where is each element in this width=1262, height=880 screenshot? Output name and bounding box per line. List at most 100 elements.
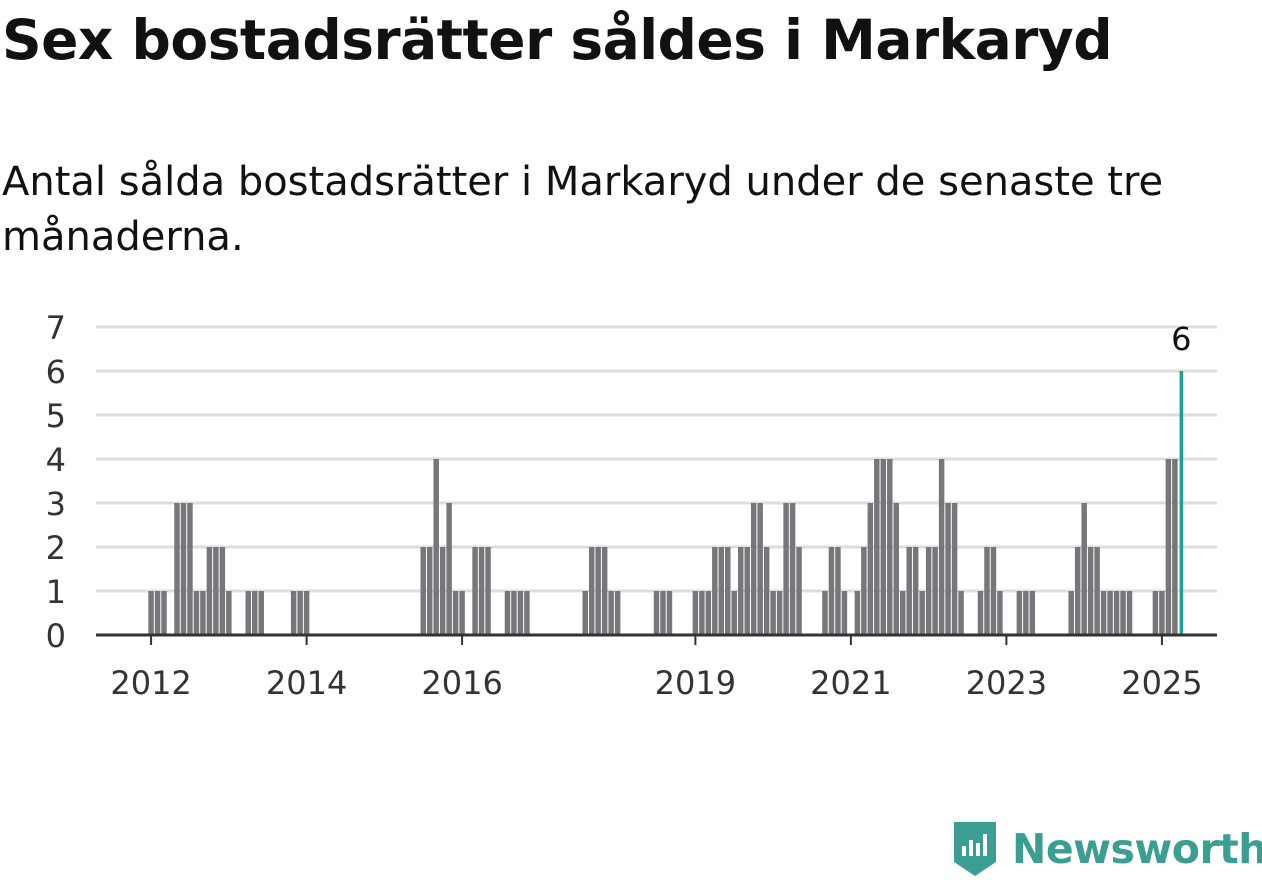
x-tick-label: 2023 [966,664,1047,702]
bar [511,591,517,635]
bar [919,591,925,635]
gridlines [96,325,1217,593]
bar [582,591,588,635]
bar [1100,591,1107,635]
bar [174,503,180,635]
bar [757,503,763,635]
bar [601,547,608,635]
bars [148,371,1184,635]
bar [252,591,258,635]
bar [517,591,524,635]
bar [1016,591,1023,635]
bar [478,547,485,635]
bar [699,591,705,635]
bar [297,591,303,635]
bar [1074,547,1081,635]
bar [828,547,835,635]
bar [446,503,452,635]
bar [245,591,252,635]
bar [899,591,906,635]
y-tick-label: 1 [46,573,66,611]
bar [997,591,1003,635]
bar [854,591,861,635]
bar [161,591,167,635]
bar [1172,459,1178,635]
bar [945,503,951,635]
bar [219,547,226,635]
bar [187,503,193,635]
bar [938,459,945,635]
bar [874,459,880,635]
y-tick-label: 2 [46,529,66,567]
y-tick-label: 6 [46,353,66,391]
bar [1165,459,1172,635]
bar [433,459,439,635]
y-axis-ticks: 0 1 2 3 4 5 6 7 [46,309,66,655]
bar-chart: 0 1 2 3 4 5 6 7 2012 2014 2016 2019 2021 2023 2025 6 [46,309,1217,702]
x-tick-label: 2016 [421,664,502,702]
bar [452,591,459,635]
bar [290,591,297,635]
bar [880,459,887,635]
bar [226,591,232,635]
bar [912,547,919,635]
bar [653,591,660,635]
y-tick-label: 3 [46,485,66,523]
data-label: 6 [1171,320,1191,358]
bar [750,503,757,635]
bar [958,591,964,635]
brand-name: Newsworthy [1012,825,1262,873]
bar [796,547,802,635]
bar [148,591,154,635]
x-tick-label: 2021 [810,664,891,702]
bar [841,591,848,635]
bar [887,459,893,635]
y-tick-label: 4 [46,441,66,479]
bar [180,503,187,635]
bar [984,547,990,635]
bar [614,591,621,635]
bar [1159,591,1165,635]
bar [485,547,491,635]
bar [1081,503,1087,635]
newsworthy-logo-icon [954,822,996,876]
x-tick-label: 2019 [655,664,736,702]
bar [1107,591,1113,635]
bar [867,503,874,635]
x-tick-label: 2014 [266,664,347,702]
bar [835,547,841,635]
bar [608,591,614,635]
bar [206,547,213,635]
bar [1126,591,1133,635]
bar [861,547,867,635]
bar [763,547,770,635]
bar [731,591,737,635]
bar [990,547,997,635]
bar [692,591,699,635]
bar [426,547,433,635]
bar [737,547,744,635]
bar [420,547,426,635]
bar [893,503,899,635]
x-axis-ticks: 2012 2014 2016 2019 2021 2023 2025 [110,635,1203,702]
chart-title: Sex bostadsrätter såldes i Markaryd [2,8,1113,72]
bar [524,591,530,635]
bar [595,547,601,635]
y-tick-label: 0 [46,617,66,655]
bar [213,547,219,635]
bar [1094,547,1100,635]
bar [660,591,666,635]
bar [303,591,310,635]
bar [977,591,984,635]
bar [200,591,206,635]
x-tick-label: 2025 [1121,664,1202,702]
bar [193,591,200,635]
bar [588,547,595,635]
bar [666,591,673,635]
bar [718,547,725,635]
bar [906,547,912,635]
bar [1068,591,1074,635]
bar [472,547,478,635]
bar [1120,591,1126,635]
x-tick-label: 2012 [110,664,191,702]
